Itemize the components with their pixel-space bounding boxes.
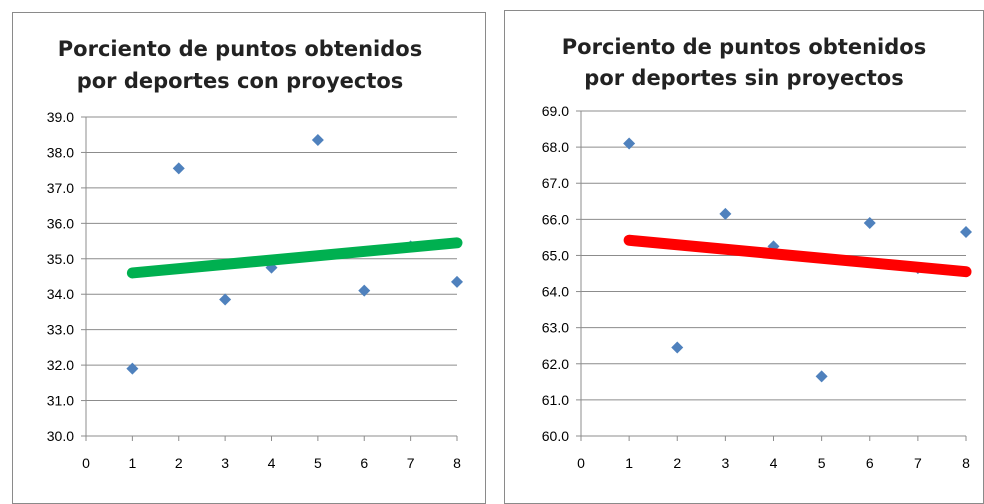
data-point — [671, 341, 684, 354]
x-tick-label: 0 — [577, 455, 585, 471]
chart-title-line: Porciento de puntos obtenidos — [562, 35, 926, 59]
chart-panel-con-proyectos: Porciento de puntos obtenidos por deporte… — [0, 0, 492, 504]
x-tick-label: 8 — [962, 455, 970, 471]
data-point — [358, 284, 371, 297]
y-tick-label: 66.0 — [542, 211, 569, 227]
data-point — [311, 134, 324, 147]
chart-panel-sin-proyectos: Porciento de puntos obtenidos por deporte… — [492, 0, 984, 504]
x-tick-label: 1 — [625, 455, 633, 471]
x-tick-label: 3 — [221, 455, 229, 471]
x-tick-label: 4 — [268, 455, 276, 471]
y-tick-label: 38.0 — [47, 144, 74, 160]
y-tick-label: 32.0 — [47, 357, 74, 373]
data-point — [219, 293, 232, 306]
y-tick-label: 63.0 — [542, 320, 569, 336]
chart-sin-proyectos: Porciento de puntos obtenidos por deporte… — [542, 35, 972, 471]
y-tick-label: 64.0 — [542, 284, 569, 300]
y-tick-label: 36.0 — [47, 215, 74, 231]
chart-con-proyectos: Porciento de puntos obtenidos por deporte… — [47, 37, 463, 471]
x-tick-label: 1 — [128, 455, 136, 471]
chart-frame — [504, 10, 984, 504]
y-tick-label: 33.0 — [47, 322, 74, 338]
chart-title-line: Porciento de puntos obtenidos — [58, 37, 422, 61]
chart-title-line: por deportes sin proyectos — [584, 66, 903, 90]
y-tick-label: 69.0 — [542, 103, 569, 119]
y-tick-label: 67.0 — [542, 175, 569, 191]
y-tick-label: 68.0 — [542, 139, 569, 155]
x-tick-label: 7 — [407, 455, 415, 471]
x-tick-label: 3 — [721, 455, 729, 471]
trendline — [126, 237, 463, 279]
y-tick-label: 62.0 — [542, 356, 569, 372]
x-tick-label: 5 — [818, 455, 826, 471]
data-point — [623, 137, 636, 150]
data-point — [451, 275, 463, 288]
y-tick-label: 30.0 — [47, 428, 74, 444]
x-tick-label: 7 — [914, 455, 922, 471]
x-tick-label: 6 — [360, 455, 368, 471]
x-tick-label: 6 — [866, 455, 874, 471]
data-point — [126, 362, 139, 375]
data-point — [863, 216, 876, 229]
data-point — [960, 225, 972, 238]
y-tick-label: 35.0 — [47, 251, 74, 267]
x-tick-label: 5 — [314, 455, 322, 471]
x-tick-label: 8 — [453, 455, 461, 471]
y-tick-label: 31.0 — [47, 393, 74, 409]
x-tick-label: 2 — [673, 455, 681, 471]
y-tick-label: 34.0 — [47, 286, 74, 302]
data-point — [815, 370, 828, 383]
x-tick-label: 2 — [175, 455, 183, 471]
y-tick-label: 37.0 — [47, 180, 74, 196]
data-point — [172, 162, 185, 175]
trendline — [623, 234, 972, 278]
chart-title-line: por deportes con proyectos — [77, 69, 404, 93]
x-tick-label: 0 — [82, 455, 90, 471]
data-point — [719, 207, 732, 220]
y-tick-label: 39.0 — [47, 109, 74, 125]
y-tick-label: 60.0 — [542, 428, 569, 444]
y-tick-label: 65.0 — [542, 247, 569, 263]
y-tick-label: 61.0 — [542, 392, 569, 408]
x-tick-label: 4 — [770, 455, 778, 471]
